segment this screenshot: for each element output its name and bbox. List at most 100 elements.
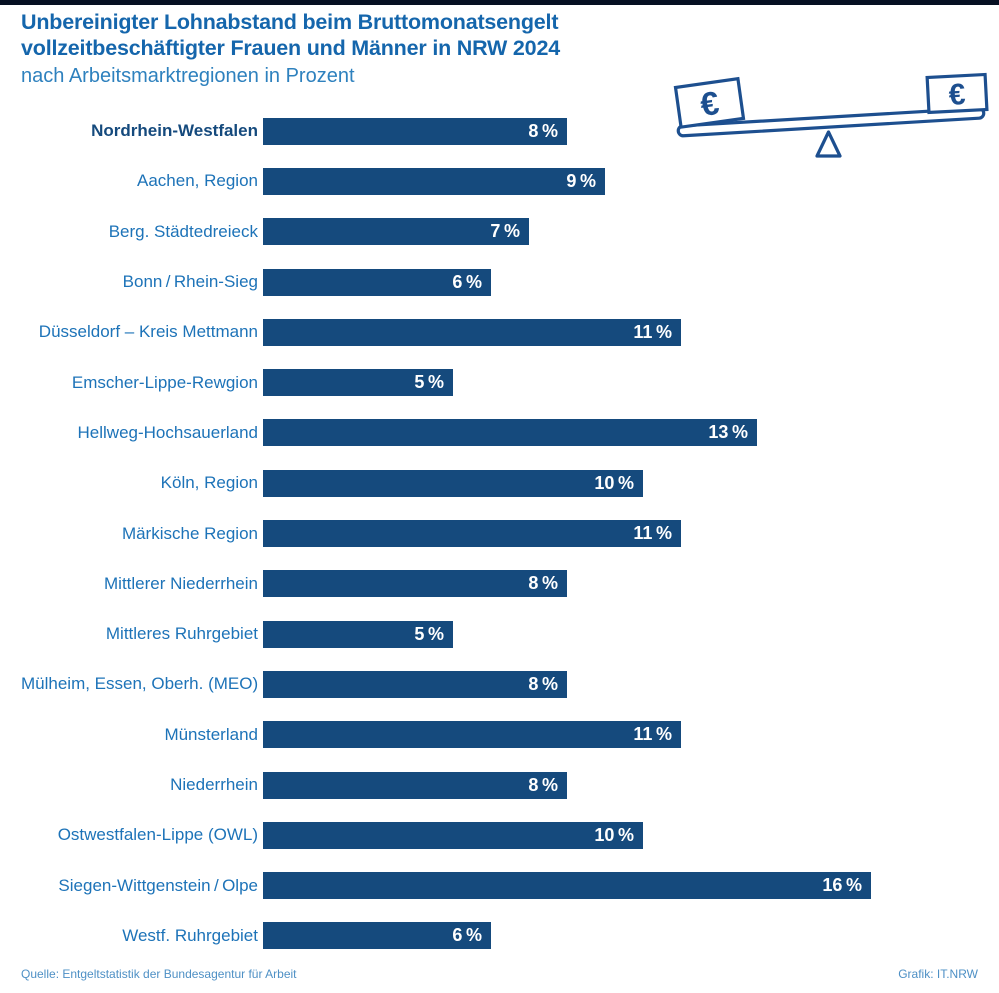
top-border-strip <box>0 0 999 5</box>
bar-value-label: 8 % <box>528 774 558 795</box>
bar: 5 % <box>263 369 453 397</box>
svg-text:€: € <box>948 78 967 112</box>
bar-track: 7 % <box>263 218 529 246</box>
bar-row: Siegen-Wittgenstein / Olpe 16 % <box>21 860 979 910</box>
bar: 11 % <box>263 520 681 548</box>
bar-track: 10 % <box>263 821 643 849</box>
euro-balance-scale-icon: € € <box>672 70 992 166</box>
bar-track: 11 % <box>263 520 681 548</box>
category-label: Mülheim, Essen, Oberh. (MEO) <box>21 674 259 694</box>
category-label: Münsterland <box>164 724 258 744</box>
category-label: Nordrhein-Westfalen <box>91 121 258 141</box>
bar-row: Berg. Städtedreieck 7 % <box>21 207 979 257</box>
bar-track: 6 % <box>263 268 491 296</box>
bar: 13 % <box>263 419 757 447</box>
bar: 10 % <box>263 821 643 849</box>
bar-row: Niederrhein 8 % <box>21 760 979 810</box>
bar: 8 % <box>263 670 567 698</box>
bar: 8 % <box>263 771 567 799</box>
bar: 11 % <box>263 318 681 346</box>
euro-note-left: € <box>673 76 746 129</box>
source-note: Quelle: Entgeltstatistik der Bundesagent… <box>21 967 297 981</box>
category-label: Köln, Region <box>160 473 258 493</box>
bar-row: Mülheim, Essen, Oberh. (MEO) 8 % <box>21 659 979 709</box>
category-label: Westf. Ruhrgebiet <box>122 925 258 945</box>
category-label: Mittleres Ruhrgebiet <box>105 624 258 644</box>
chart-footer: Quelle: Entgeltstatistik der Bundesagent… <box>21 967 978 981</box>
bar-track: 5 % <box>263 620 453 648</box>
chart-title-line2: vollzeitbeschäftigter Frauen und Männer … <box>21 36 560 60</box>
bar-row: Köln, Region 10 % <box>21 458 979 508</box>
credit-note: Grafik: IT.NRW <box>898 967 978 981</box>
chart-subtitle: nach Arbeitsmarktregionen in Prozent <box>21 65 355 87</box>
bar-row: Düsseldorf – Kreis Mettmann 11 % <box>21 307 979 357</box>
bar: 10 % <box>263 469 643 497</box>
bar-track: 8 % <box>263 771 567 799</box>
bar-value-label: 10 % <box>594 472 634 493</box>
bar: 8 % <box>263 570 567 598</box>
bar-value-label: 16 % <box>822 875 862 896</box>
bar-value-label: 11 % <box>633 321 672 342</box>
category-label: Berg. Städtedreieck <box>108 221 258 241</box>
bar-value-label: 9 % <box>566 170 596 191</box>
bar-row: Emscher-Lippe-Rewgion 5 % <box>21 357 979 407</box>
bar-track: 8 % <box>263 670 567 698</box>
bar: 6 % <box>263 268 491 296</box>
bar-value-label: 5 % <box>414 372 444 393</box>
category-label: Hellweg-Hochsauerland <box>77 422 258 442</box>
category-label: Emscher-Lippe-Rewgion <box>71 372 258 392</box>
bar-value-label: 8 % <box>528 120 558 141</box>
bar-row: Aachen, Region 9 % <box>21 156 979 206</box>
bar-track: 9 % <box>263 167 605 195</box>
category-label: Mittlerer Niederrhein <box>104 573 258 593</box>
bar-track: 8 % <box>263 117 567 145</box>
svg-text:€: € <box>698 84 721 123</box>
category-label: Märkische Region <box>121 523 258 543</box>
bar: 5 % <box>263 620 453 648</box>
bar-value-label: 6 % <box>452 925 482 946</box>
bar-track: 11 % <box>263 318 681 346</box>
chart-title-line1: Unbereinigter Lohnabstand beim Bruttomon… <box>21 10 559 34</box>
bar: 16 % <box>263 872 871 900</box>
bar-row: Mittleres Ruhrgebiet 5 % <box>21 609 979 659</box>
bar-row: Märkische Region 11 % <box>21 508 979 558</box>
bar-row: Mittlerer Niederrhein 8 % <box>21 559 979 609</box>
scale-beam <box>676 106 986 138</box>
euro-note-right: € <box>925 72 989 115</box>
bar-value-label: 11 % <box>633 724 672 745</box>
bar-track: 6 % <box>263 922 491 950</box>
category-label: Aachen, Region <box>137 171 258 191</box>
bar-rows: Nordrhein-Westfalen 8 % Aachen, Region 9… <box>21 106 979 961</box>
bar-track: 5 % <box>263 369 453 397</box>
bar: 7 % <box>263 218 529 246</box>
bar-value-label: 7 % <box>490 221 520 242</box>
category-label: Niederrhein <box>170 775 258 794</box>
bar-value-label: 11 % <box>633 523 672 544</box>
category-label: Siegen-Wittgenstein / Olpe <box>58 875 258 895</box>
chart-header: Unbereinigter Lohnabstand beim Bruttomon… <box>21 9 661 88</box>
bar-track: 13 % <box>263 419 757 447</box>
bar-value-label: 13 % <box>708 422 748 443</box>
bar-row: Nordrhein-Westfalen 8 % <box>21 106 979 156</box>
bar: 9 % <box>263 167 605 195</box>
bar-value-label: 10 % <box>594 824 634 845</box>
bar-row: Münsterland 11 % <box>21 710 979 760</box>
scale-fulcrum <box>815 130 842 158</box>
bar-row: Bonn / Rhein-Sieg 6 % <box>21 257 979 307</box>
bar-value-label: 8 % <box>528 673 558 694</box>
bar-row: Westf. Ruhrgebiet 6 % <box>21 911 979 961</box>
bar-track: 10 % <box>263 469 643 497</box>
bar-row: Hellweg-Hochsauerland 13 % <box>21 408 979 458</box>
bar-row: Ostwestfalen-Lippe (OWL) 10 % <box>21 810 979 860</box>
bar-value-label: 8 % <box>528 573 558 594</box>
bar-track: 8 % <box>263 570 567 598</box>
bar-chart: Nordrhein-Westfalen 8 % Aachen, Region 9… <box>21 106 979 961</box>
bar: 6 % <box>263 922 491 950</box>
category-label: Düsseldorf – Kreis Mettmann <box>38 322 258 342</box>
bar: 8 % <box>263 117 567 145</box>
bar-track: 16 % <box>263 872 871 900</box>
bar-track: 11 % <box>263 721 681 749</box>
category-label: Bonn / Rhein-Sieg <box>122 272 258 292</box>
bar-value-label: 5 % <box>414 623 444 644</box>
